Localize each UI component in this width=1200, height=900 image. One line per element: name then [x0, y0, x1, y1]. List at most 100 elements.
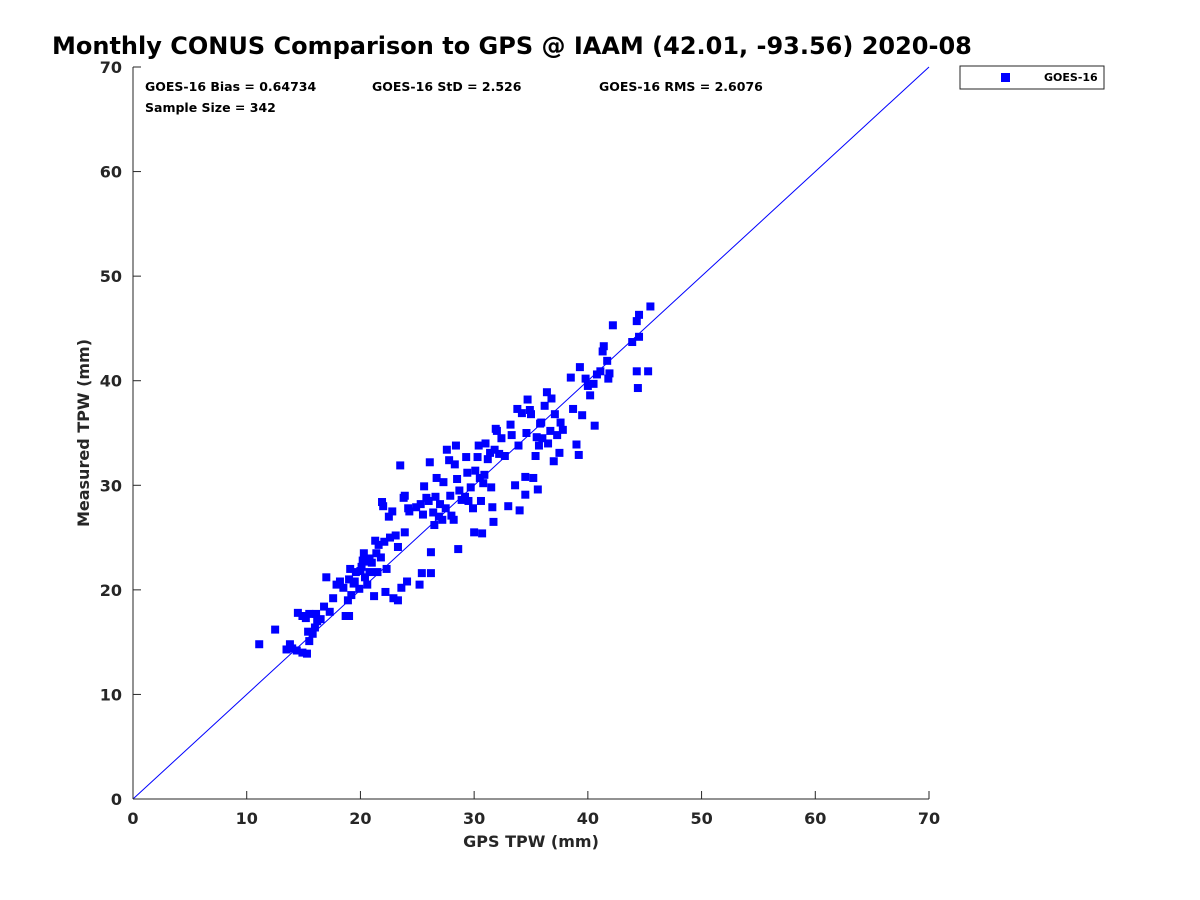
data-point: [412, 503, 421, 512]
data-point: [644, 367, 653, 376]
data-point: [382, 564, 391, 573]
data-point: [345, 612, 354, 620]
y-axis-label: Measured TPW (mm): [74, 339, 93, 527]
data-point: [517, 409, 526, 418]
data-point: [632, 367, 641, 376]
data-point: [522, 429, 531, 437]
data-point: [492, 426, 501, 435]
data-point: [488, 503, 497, 512]
data-point: [483, 455, 492, 464]
data-point: [432, 473, 441, 482]
data-point: [420, 482, 429, 491]
data-point: [533, 485, 542, 494]
data-point: [453, 475, 462, 484]
data-point: [469, 504, 478, 513]
x-tick-label: 40: [577, 809, 599, 828]
data-point: [466, 483, 475, 492]
plot-area: [132, 67, 929, 800]
data-point: [586, 391, 595, 400]
data-point: [549, 457, 558, 466]
data-point: [480, 470, 489, 479]
data-point: [329, 594, 338, 603]
data-point: [442, 445, 451, 454]
data-point: [447, 511, 456, 520]
data-point: [322, 573, 331, 582]
data-point: [558, 425, 567, 434]
data-point: [514, 441, 523, 450]
data-point: [371, 536, 380, 545]
data-point: [356, 567, 365, 576]
data-point: [424, 496, 433, 505]
data-point: [495, 449, 504, 458]
data-point: [385, 533, 394, 542]
data-point: [635, 310, 644, 319]
data-point: [471, 466, 480, 475]
data-point: [417, 569, 426, 578]
x-tick-label: 70: [918, 809, 940, 828]
data-point: [310, 623, 319, 632]
data-point: [363, 580, 372, 589]
data-point: [347, 591, 356, 600]
data-point: [628, 338, 637, 347]
data-point: [500, 452, 509, 461]
data-point: [380, 537, 389, 546]
data-point: [357, 562, 366, 571]
data-point: [376, 553, 385, 562]
data-point: [464, 496, 473, 505]
data-point: [598, 347, 607, 356]
data-point: [635, 332, 644, 341]
data-point: [355, 584, 364, 593]
data-point: [590, 421, 599, 430]
data-point: [454, 545, 463, 554]
one-to-one-line-group: [132, 66, 930, 800]
x-tick-label: 50: [690, 809, 712, 828]
data-point: [302, 649, 311, 658]
data-point: [316, 615, 325, 624]
data-point: [531, 452, 540, 461]
y-tick-label: 0: [111, 790, 122, 809]
data-point: [415, 580, 424, 589]
data-point: [425, 458, 434, 467]
data-point: [449, 515, 458, 524]
data-point: [335, 577, 344, 586]
data-point: [515, 506, 524, 515]
data-point: [429, 508, 438, 517]
data-point: [481, 439, 490, 448]
legend-label-goes16: GOES-16: [1044, 71, 1098, 84]
data-point: [391, 531, 400, 540]
data-point: [566, 373, 575, 382]
data-point: [569, 404, 578, 413]
data-point: [581, 374, 590, 383]
data-point: [451, 441, 460, 450]
data-point: [540, 401, 549, 410]
data-point: [506, 420, 515, 429]
data-point: [525, 405, 534, 414]
data-point: [544, 439, 553, 448]
data-point: [487, 483, 496, 492]
data-point: [446, 491, 455, 500]
data-point: [378, 498, 387, 507]
data-point: [304, 627, 313, 636]
data-point: [346, 564, 355, 573]
axis-ticks: 0 10 20 30 40 50 60 70 0 10 20 30 40 50 60 70: [100, 58, 940, 828]
chart-title: Monthly CONUS Comparison to GPS @ IAAM (…: [52, 32, 972, 60]
y-tick-label: 70: [100, 58, 122, 77]
data-point: [603, 356, 612, 365]
data-point: [426, 569, 435, 578]
data-point: [381, 587, 390, 596]
data-point: [298, 648, 307, 657]
x-tick-label: 10: [236, 809, 258, 828]
data-point: [436, 500, 445, 509]
data-point: [285, 640, 294, 649]
data-point: [374, 540, 383, 549]
data-point: [293, 608, 302, 617]
data-point: [345, 575, 354, 584]
data-point: [450, 460, 459, 469]
data-point: [288, 644, 297, 653]
y-tick-label: 60: [100, 163, 122, 182]
y-tick-label: 10: [100, 685, 122, 704]
legend-box: [959, 65, 1105, 90]
data-point: [556, 418, 565, 427]
data-point: [537, 418, 546, 427]
data-point: [523, 395, 532, 404]
